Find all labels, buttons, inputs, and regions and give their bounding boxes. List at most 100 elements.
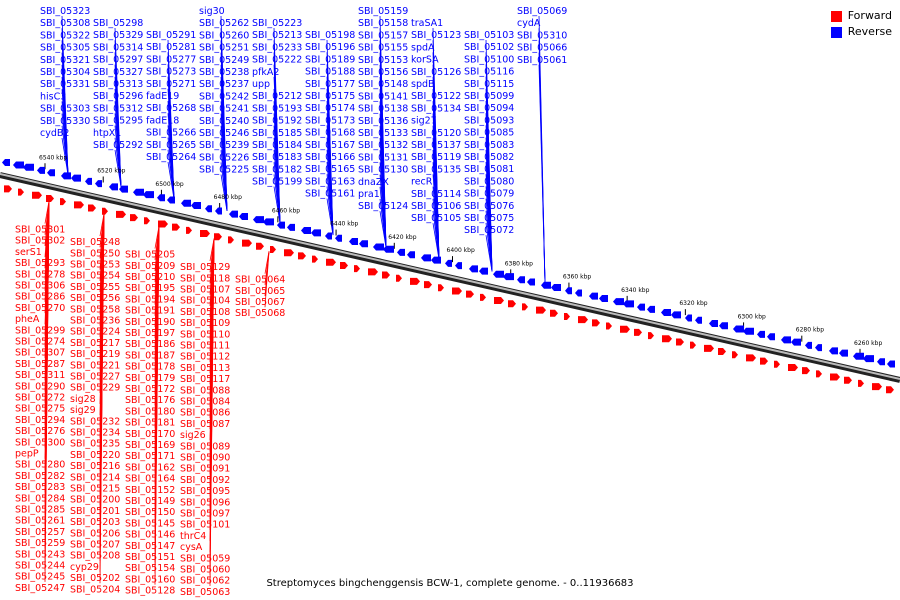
forward-gene-label: SBI_05107 <box>180 285 230 296</box>
forward-gene-label: cysA <box>180 542 203 553</box>
reverse-gene-label: SBI_05323 <box>40 6 90 17</box>
forward-gene-label: SBI_05171 <box>125 451 175 462</box>
forward-gene-label: thrC4 <box>180 531 206 542</box>
reverse-gene-arrow <box>61 172 71 180</box>
forward-gene-label: SBI_05101 <box>180 520 230 531</box>
reverse-gene-label: SBI_05312 <box>93 103 143 114</box>
forward-gene-arrow <box>760 357 768 365</box>
reverse-gene-arrow <box>599 294 608 302</box>
forward-gene-arrow <box>186 226 192 234</box>
forward-gene-label: SBI_05206 <box>70 528 120 539</box>
forward-gene-label: SBI_05200 <box>70 495 120 506</box>
forward-gene-label: SBI_05062 <box>180 576 230 587</box>
reverse-gene-arrow <box>2 158 10 166</box>
forward-gene-label: SBI_05245 <box>15 572 65 583</box>
reverse-gene-label: SBI_05185 <box>252 128 302 139</box>
forward-gene-label: SBI_05191 <box>125 306 175 317</box>
forward-gene-arrow <box>60 198 66 206</box>
forward-gene-arrow <box>340 261 348 269</box>
reverse-gene-label: SBI_05093 <box>464 115 514 126</box>
forward-gene-label: SBI_05302 <box>15 236 65 247</box>
forward-gene-label: SBI_05300 <box>15 437 65 448</box>
forward-gene-arrow <box>18 188 24 196</box>
forward-gene-label: SBI_05278 <box>15 269 65 280</box>
reverse-gene-label: cydB2 <box>40 128 69 139</box>
forward-gene-label: SBI_05194 <box>125 294 175 305</box>
forward-gene-arrow <box>816 370 822 378</box>
reverse-gene-label: SBI_05304 <box>40 67 90 78</box>
forward-gene-label: SBI_05261 <box>15 516 65 527</box>
reverse-gene-label: SBI_05158 <box>358 18 408 29</box>
forward-gene-label: SBI_05306 <box>15 281 65 292</box>
forward-gene-label: SBI_05276 <box>15 426 65 437</box>
forward-gene-arrow <box>74 201 84 209</box>
forward-gene-arrow <box>466 290 474 298</box>
forward-gene-arrow <box>774 360 780 368</box>
reverse-gene-label: SBI_05138 <box>358 104 408 115</box>
forward-gene-label: SBI_05301 <box>15 225 65 236</box>
reverse-gene-label: SBI_05305 <box>40 43 90 54</box>
reverse-gene-label: SBI_05189 <box>305 54 355 65</box>
reverse-gene-connector <box>485 235 493 272</box>
reverse-gene-label: dnaZX <box>358 177 389 188</box>
tick-label: 6280 kbp <box>796 327 824 334</box>
map-caption: Streptomyces bingchenggensis BCW-1, comp… <box>266 578 634 589</box>
reverse-gene-connector <box>432 223 440 260</box>
reverse-gene-label: SBI_05213 <box>252 30 302 41</box>
forward-gene-label: SBI_05204 <box>70 584 120 595</box>
reverse-gene-arrow <box>503 273 514 281</box>
reverse-gene-arrow <box>277 221 285 229</box>
reverse-gene-label: traSA1 <box>411 18 443 29</box>
reverse-gene-label: SBI_05119 <box>411 152 461 163</box>
reverse-gene-label: spdA <box>411 42 435 53</box>
tick-label: 6260 kbp <box>854 340 882 347</box>
reverse-gene-label: SBI_05182 <box>252 164 302 175</box>
forward-gene-label: SBI_05154 <box>125 563 175 574</box>
reverse-gene-label: SBI_05291 <box>146 30 196 41</box>
forward-gene-label: SBI_05086 <box>180 408 230 419</box>
forward-gene-arrow <box>564 312 570 320</box>
forward-gene-label: SBI_05208 <box>70 551 120 562</box>
reverse-gene-label: SBI_05327 <box>93 67 143 78</box>
forward-gene-arrow <box>382 271 390 279</box>
forward-gene-label: SBI_05068 <box>235 308 285 319</box>
forward-gene-arrow <box>690 341 696 349</box>
reverse-gene-label: SBI_05198 <box>305 30 355 41</box>
forward-gene-arrow <box>102 207 108 215</box>
tick-label: 6400 kbp <box>447 247 475 254</box>
forward-gene-label: SBI_05090 <box>180 453 230 464</box>
forward-gene-label: SBI_05217 <box>70 338 120 349</box>
reverse-gene-label: sig30 <box>199 6 225 17</box>
forward-gene-label: SBI_05197 <box>125 328 175 339</box>
forward-gene-arrow <box>284 249 294 257</box>
tick-label: 6420 kbp <box>388 234 416 241</box>
forward-gene-arrow <box>746 354 756 362</box>
forward-gene-label: SBI_05164 <box>125 474 175 485</box>
reverse-gene-arrow <box>575 289 582 297</box>
reverse-gene-label: SBI_05237 <box>199 79 249 90</box>
forward-gene-label: SBI_05227 <box>70 371 120 382</box>
reverse-gene-label: fadE18 <box>146 115 179 126</box>
reverse-gene-arrow <box>397 248 405 256</box>
reverse-gene-label: SBI_05114 <box>411 189 461 200</box>
forward-gene-label: SBI_05176 <box>125 395 175 406</box>
forward-gene-arrow <box>116 210 126 218</box>
forward-gene-arrow <box>354 265 360 273</box>
reverse-gene-label: SBI_05124 <box>358 201 408 212</box>
forward-gene-arrow <box>298 252 306 260</box>
forward-gene-label: SBI_05087 <box>180 419 230 430</box>
reverse-gene-arrow <box>215 207 222 215</box>
reverse-gene-label: SBI_05141 <box>358 91 408 102</box>
forward-gene-label: SBI_05203 <box>70 517 120 528</box>
tick-label: 6500 kbp <box>155 181 183 188</box>
forward-gene-label: SBI_05170 <box>125 429 175 440</box>
reverse-gene-label: SBI_05082 <box>464 152 514 163</box>
forward-gene-label: SBI_05307 <box>15 348 65 359</box>
reverse-gene-arrow <box>551 284 561 292</box>
reverse-gene-label: SBI_05080 <box>464 176 514 187</box>
forward-gene-arrow <box>606 322 612 330</box>
reverse-gene-arrow <box>613 298 624 306</box>
forward-gene-label: SBI_05244 <box>15 561 65 572</box>
forward-gene-label: SBI_05151 <box>125 552 175 563</box>
legend: Forward Reverse <box>830 8 892 40</box>
